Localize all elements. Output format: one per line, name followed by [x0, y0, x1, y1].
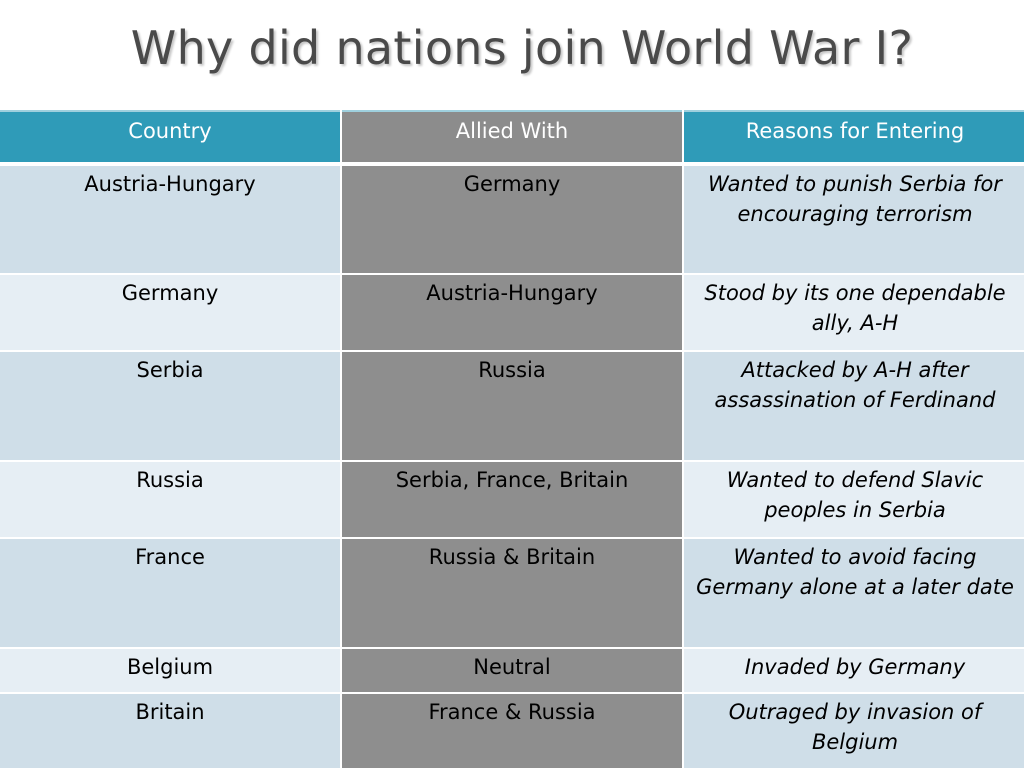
cell-allied-with: Austria-Hungary — [340, 273, 684, 352]
cell-allied-with: Russia & Britain — [340, 537, 684, 649]
cell-reason: Wanted to punish Serbia for encouraging … — [682, 163, 1024, 275]
cell-country: Serbia — [0, 350, 342, 462]
table-header-row: Country Allied With Reasons for Entering — [0, 110, 1024, 166]
cell-country: Britain — [0, 692, 342, 768]
cell-country: Austria-Hungary — [0, 163, 342, 275]
slide-title: Why did nations join World War I? — [130, 21, 914, 75]
cell-reason: Wanted to defend Slavic peoples in Serbi… — [682, 460, 1024, 539]
table-row: Germany Austria-Hungary Stood by its one… — [0, 273, 1024, 352]
cell-allied-with: France & Russia — [340, 692, 684, 768]
cell-reason: Wanted to avoid facing Germany alone at … — [682, 537, 1024, 649]
table-row: France Russia & Britain Wanted to avoid … — [0, 537, 1024, 649]
table-row: Belgium Neutral Invaded by Germany — [0, 647, 1024, 694]
header-country: Country — [0, 110, 342, 166]
cell-allied-with: Russia — [340, 350, 684, 462]
table-row: Austria-Hungary Germany Wanted to punish… — [0, 163, 1024, 275]
header-reasons: Reasons for Entering — [682, 110, 1024, 166]
cell-reason: Outraged by invasion of Belgium — [682, 692, 1024, 768]
table-row: Serbia Russia Attacked by A-H after assa… — [0, 350, 1024, 462]
cell-country: Belgium — [0, 647, 342, 694]
cell-allied-with: Germany — [340, 163, 684, 275]
cell-country: Germany — [0, 273, 342, 352]
cell-reason: Invaded by Germany — [682, 647, 1024, 694]
alliances-table: Country Allied With Reasons for Entering… — [0, 110, 1024, 768]
cell-country: Russia — [0, 460, 342, 539]
table-row: Russia Serbia, France, Britain Wanted to… — [0, 460, 1024, 539]
cell-reason: Attacked by A-H after assassination of F… — [682, 350, 1024, 462]
cell-country: France — [0, 537, 342, 649]
table-row: Britain France & Russia Outraged by inva… — [0, 692, 1024, 768]
cell-allied-with: Neutral — [340, 647, 684, 694]
cell-allied-with: Serbia, France, Britain — [340, 460, 684, 539]
cell-reason: Stood by its one dependable ally, A-H — [682, 273, 1024, 352]
header-allied-with: Allied With — [340, 110, 684, 166]
